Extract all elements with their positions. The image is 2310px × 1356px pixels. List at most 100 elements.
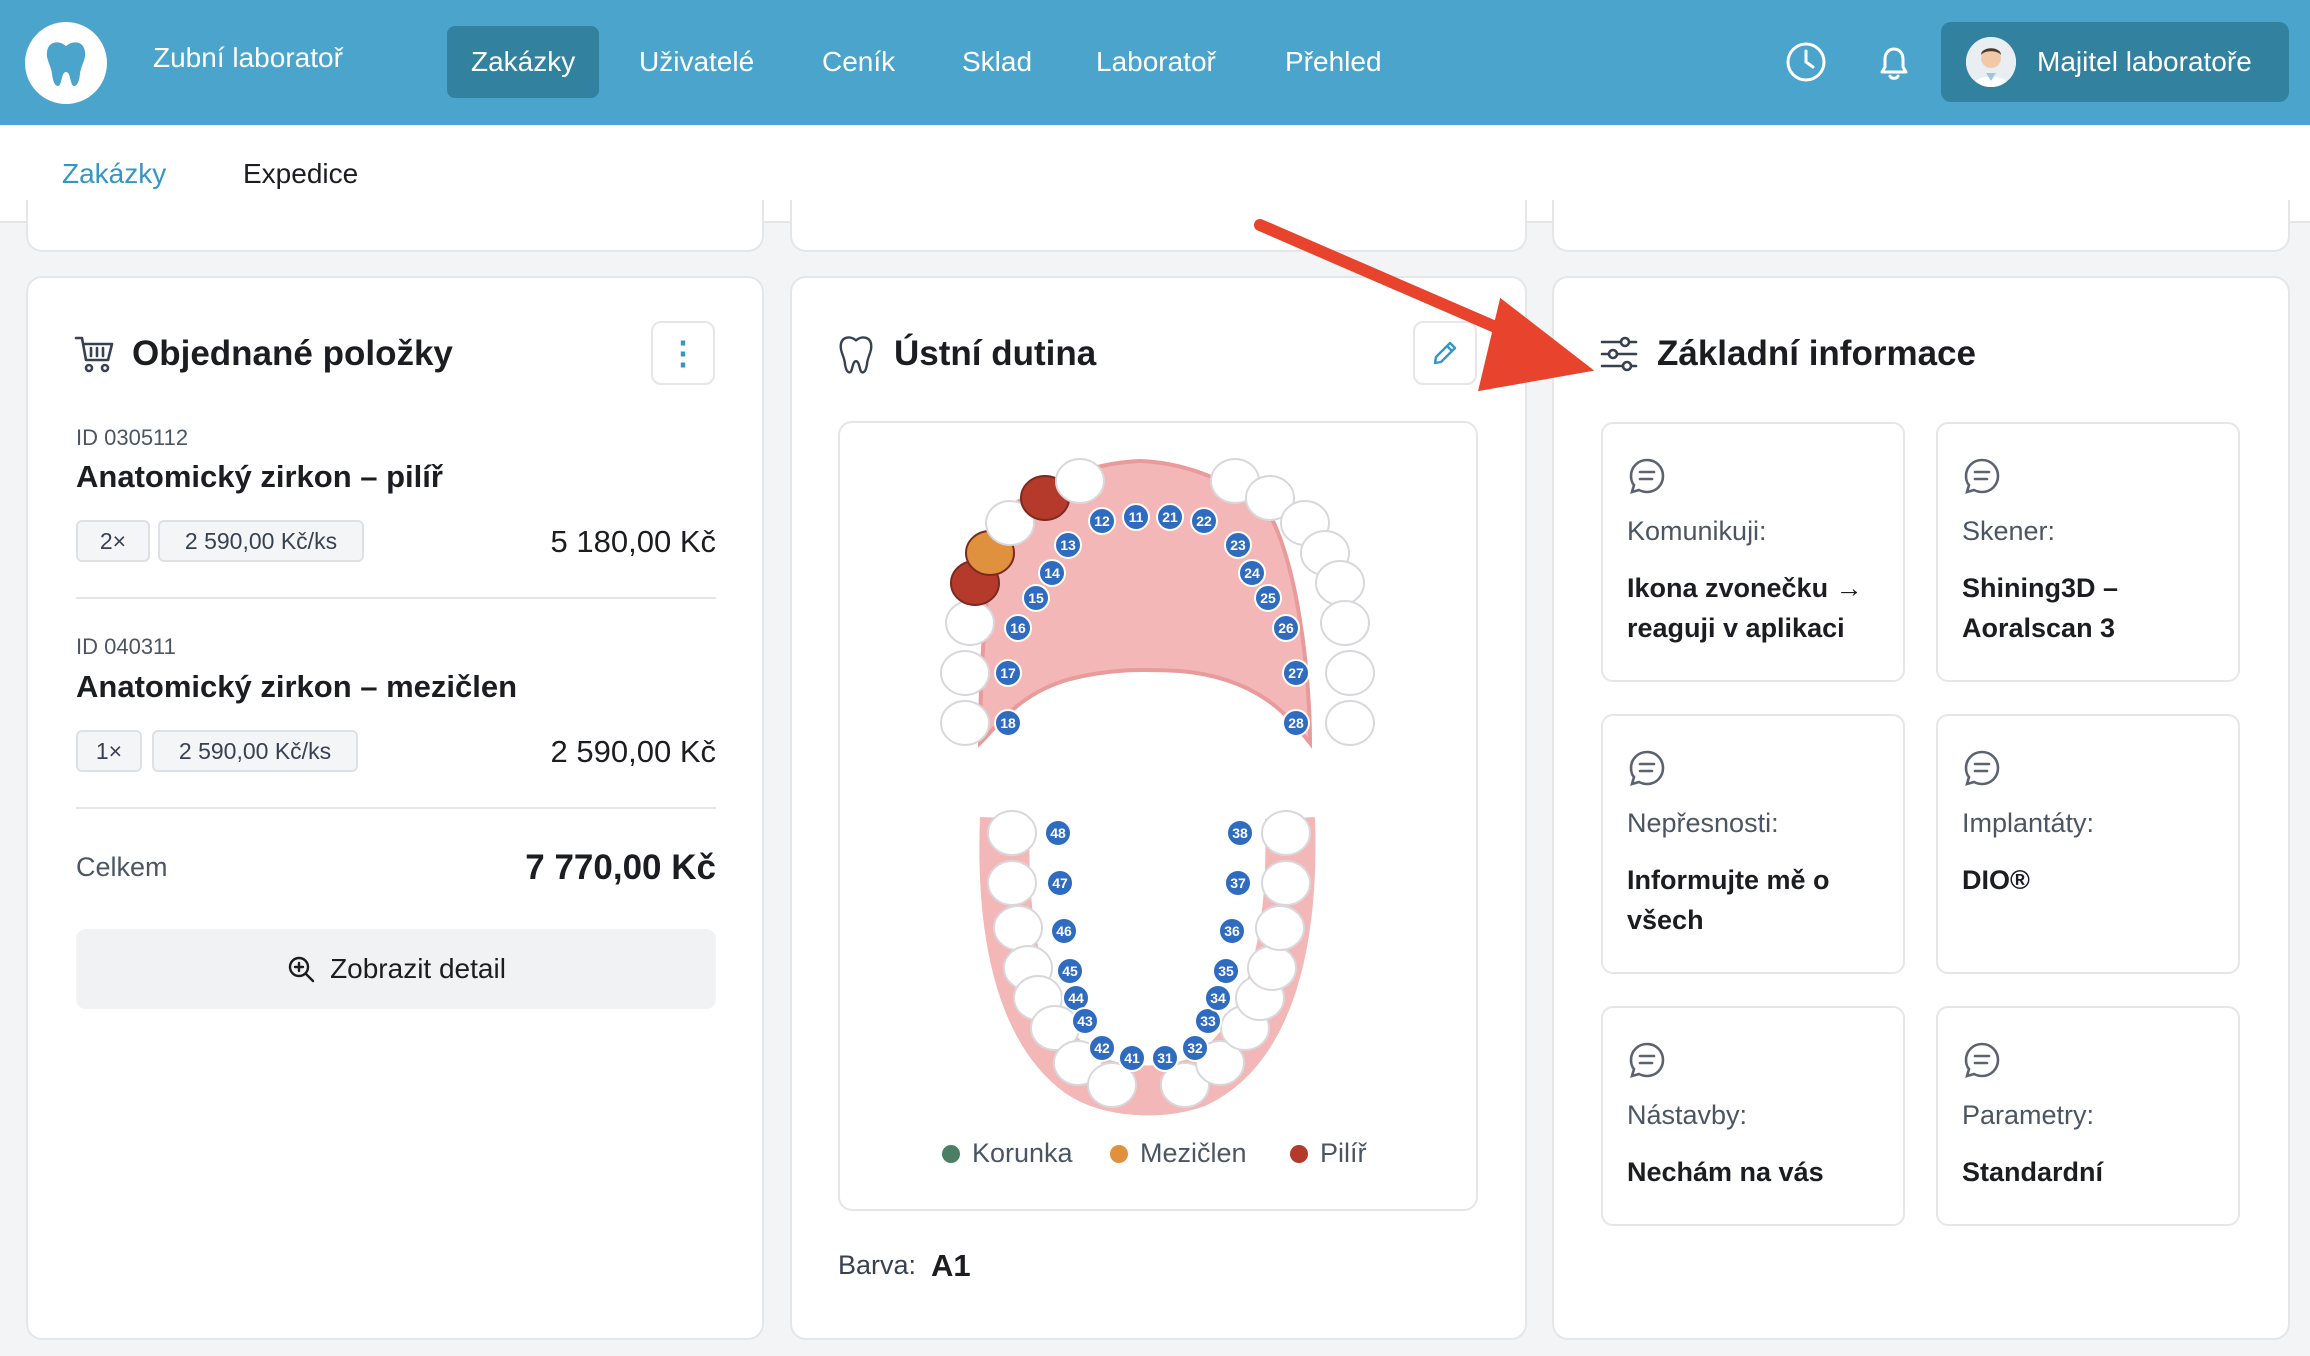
tooth-48[interactable] [987,810,1037,856]
tooth-number-badge[interactable] [994,709,1022,737]
tooth-number-badge[interactable] [1046,869,1074,897]
tooth-number-badge[interactable] [1088,507,1116,535]
basic-info-title: Základní informace [1657,334,1976,373]
tooth-36[interactable] [1255,905,1305,951]
tooth-number-badge[interactable] [1194,1007,1222,1035]
tooth-number-label: 35 [1218,963,1234,979]
tooth-37[interactable] [1261,860,1311,906]
chat-bubble-icon [1627,456,1667,501]
shade-value: A1 [931,1248,971,1283]
tooth-number-badge[interactable] [994,659,1022,687]
tooth-number-label: 11 [1129,509,1144,525]
tooth-number-badge[interactable] [1122,503,1150,531]
tooth-number-badge[interactable] [1226,819,1254,847]
tooth-46[interactable] [993,905,1043,951]
dental-chart-panel: 18 17 16 15 14 13 12 11 21 22 23 24 25 26 27 28 48 47 46 4… [838,421,1478,1211]
nav-laborator[interactable]: Laboratoř [1096,46,1216,77]
tooth-number-badge[interactable] [1272,614,1300,642]
tooth-number-badge[interactable] [1212,957,1240,985]
tooth-number-badge[interactable] [1088,1034,1116,1062]
tooth-number-badge[interactable] [1151,1044,1179,1072]
tooth-number-badge[interactable] [1282,709,1310,737]
tooth-number-badge[interactable] [1254,584,1282,612]
tab-zakazky[interactable]: Zakázky [62,158,167,189]
show-detail-label: Zobrazit detail [330,953,506,984]
tooth-number-badge[interactable] [1044,819,1072,847]
tooth-number-label: 12 [1094,513,1110,529]
tooth-number-badge[interactable] [1224,869,1252,897]
tooth-number-badge[interactable] [1038,559,1066,587]
tooth-number-badge[interactable] [1204,984,1232,1012]
tooth-number-badge[interactable] [1118,1044,1146,1072]
tile-label: Nepřesnosti: [1627,808,1779,838]
user-menu-button[interactable]: Majitel laboratoře [1941,22,2289,102]
tooth-41[interactable] [1087,1062,1137,1108]
tooth-17[interactable] [940,650,990,696]
tooth-31[interactable] [1160,1062,1210,1108]
tooth-number-badge[interactable] [1156,503,1184,531]
tooth-47[interactable] [987,860,1037,906]
tooth-number-badge[interactable] [1238,559,1266,587]
tile-label: Implantáty: [1962,808,2095,838]
tooth-number-badge[interactable] [1071,1007,1099,1035]
tooth-18[interactable] [940,700,990,746]
nav-zakazky[interactable]: Zakázky [447,26,600,98]
tooth-number-badge[interactable] [1004,614,1032,642]
nav-cenik[interactable]: Ceník [822,46,896,77]
tooth-number-badge[interactable] [1054,531,1082,559]
card-above-stub [1552,200,2290,252]
tooth-28[interactable] [1325,700,1375,746]
chat-bubble-icon [1962,748,2002,793]
history-clock-icon[interactable] [1784,40,1828,84]
tooth-number-badge[interactable] [1190,507,1218,535]
edit-button[interactable] [1413,321,1477,385]
tooth-number-badge[interactable] [1282,659,1310,687]
tooth-number-label: 47 [1052,875,1068,891]
annotation-arrow [1254,219,1595,392]
legend-pilir: Pilíř [1290,1138,1367,1169]
unit-price-badge: 2 590,00 Kč/ks [152,730,358,772]
tooth-number-label: 44 [1068,990,1084,1006]
tooth-13[interactable] [985,500,1035,546]
tooth-38[interactable] [1261,810,1311,856]
tooth-26[interactable] [1320,600,1370,646]
tooth-number-badge[interactable] [1050,917,1078,945]
nav-prehled[interactable]: Přehled [1285,46,1382,77]
tooth-number-label: 24 [1244,565,1260,581]
tile-value: Informujte mě o všech [1627,865,1830,935]
more-options-button[interactable]: ⋮ [651,321,715,385]
mezicen-dot [1110,1144,1128,1163]
tooth-16[interactable] [945,600,995,646]
tooth-number-label: 27 [1288,665,1304,681]
bell-icon[interactable] [1872,40,1916,84]
tile-value: Ikona zvonečku → reaguji v aplikaci [1627,573,1863,643]
tooth-number-label: 32 [1187,1040,1203,1056]
brand-name[interactable]: Zubní laboratoř [153,42,343,73]
tooth-number-badge[interactable] [1224,531,1252,559]
tile-value: Nechám na vás [1627,1157,1824,1187]
tooth-logo-icon[interactable] [25,22,107,104]
show-detail-button[interactable]: Zobrazit detail [76,929,716,1009]
legend-label: Korunka [972,1138,1073,1168]
nav-uzivatele[interactable]: Uživatelé [639,46,755,77]
tooth-27[interactable] [1325,650,1375,696]
tooth-number-badge[interactable] [1022,584,1050,612]
card-above-stub [26,200,764,252]
tooth-11[interactable] [1055,458,1105,504]
pencil-icon [1433,341,1457,365]
tooth-25[interactable] [1315,560,1365,606]
tooth-35[interactable] [1247,945,1297,991]
tooth-number-badge[interactable] [1056,957,1084,985]
tooth-22[interactable] [1245,475,1295,521]
tab-expedice[interactable]: Expedice [243,158,359,189]
tooth-number-label: 48 [1050,825,1066,841]
tooth-number-badge[interactable] [1218,917,1246,945]
tooth-number-badge[interactable] [1181,1034,1209,1062]
item-id: ID 0305112 [76,425,189,450]
nav-sklad[interactable]: Sklad [962,46,1033,77]
divider [76,597,716,599]
pilir-dot [1290,1144,1308,1163]
tooth-number-label: 17 [1000,665,1016,681]
total-label: Celkem [76,852,168,882]
